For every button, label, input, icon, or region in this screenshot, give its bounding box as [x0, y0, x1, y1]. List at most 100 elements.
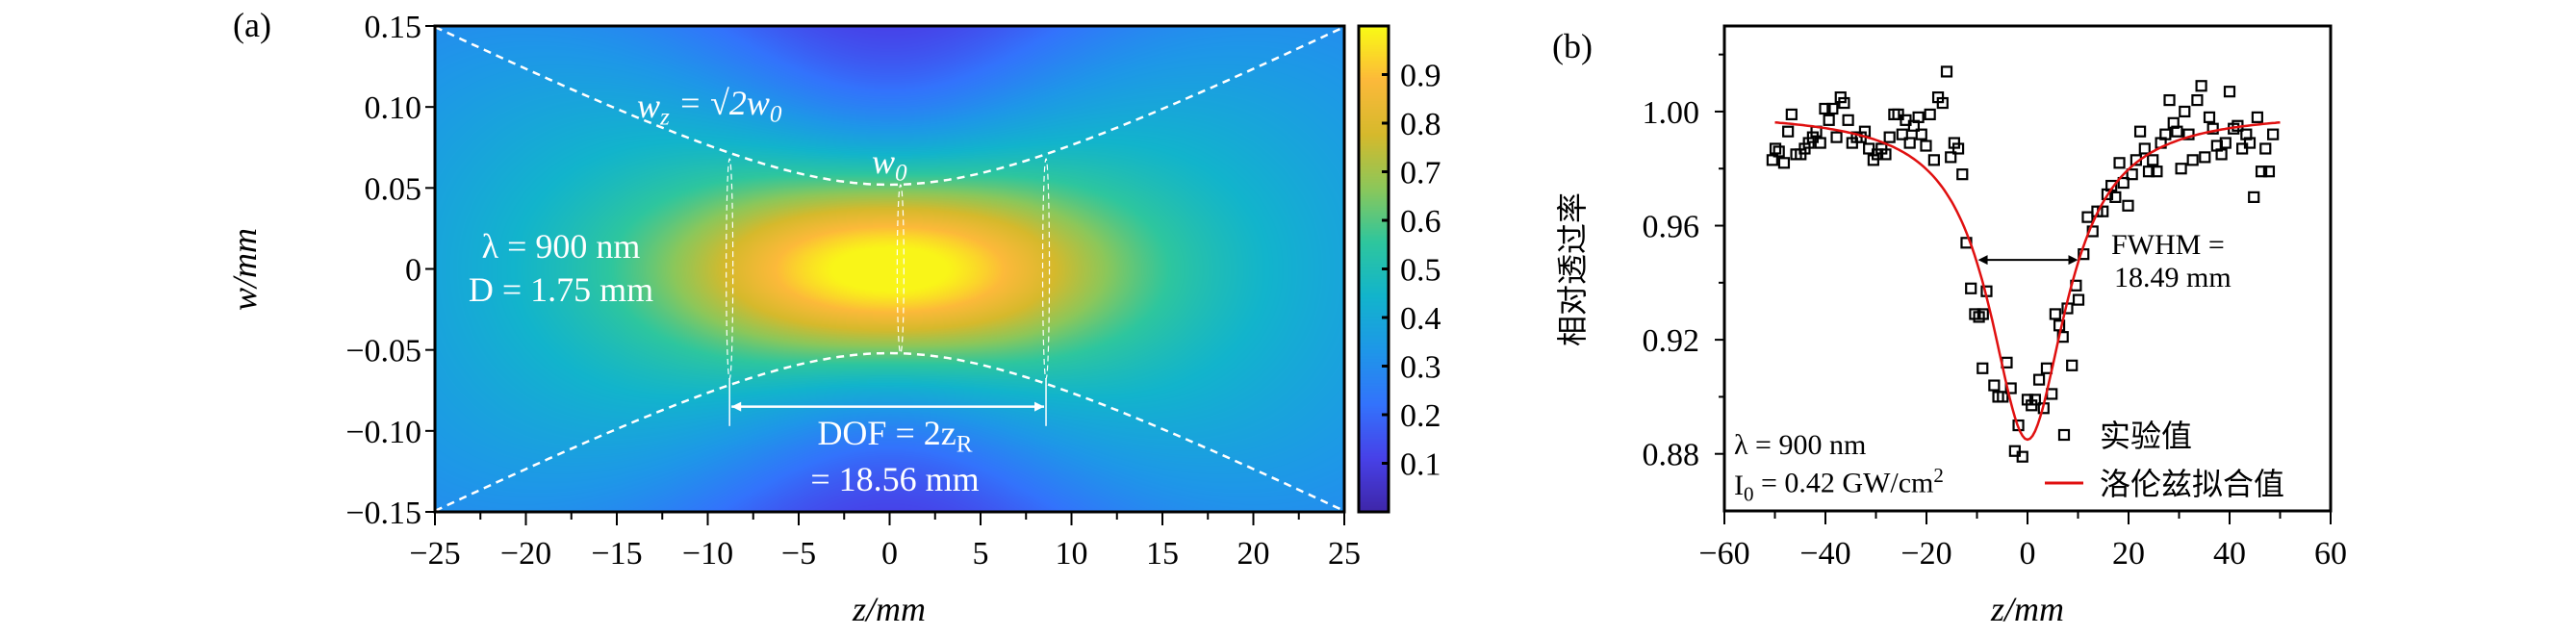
x-tick-label: 0	[2020, 536, 2036, 572]
data-point	[2163, 93, 2176, 107]
data-point	[2072, 293, 2085, 306]
data-point	[1988, 379, 2001, 392]
x-tick-label: 60	[2314, 536, 2347, 572]
data-point	[1842, 114, 1854, 126]
data-point	[1920, 140, 1932, 152]
beam-envelope-lower	[434, 351, 1345, 513]
data-point	[1940, 65, 1953, 78]
data-point	[2032, 373, 2046, 386]
data-point	[2016, 450, 2028, 463]
y-tick-label: 0.10	[365, 90, 422, 126]
y-tick-label: −0.05	[345, 334, 421, 369]
colorbar-tick-label: 0.1	[1400, 447, 1441, 483]
data-point	[1883, 131, 1896, 143]
x-tick-label: 0	[881, 536, 898, 572]
annotation-wz: wz​ = √2w0​	[637, 84, 782, 131]
data-point	[2113, 157, 2126, 169]
y-tick-label: 0.05	[365, 171, 422, 207]
data-point	[2133, 125, 2147, 138]
data-point	[1977, 308, 1989, 320]
legend-label-data: 实验值	[2100, 418, 2192, 454]
data-point	[2142, 165, 2155, 178]
y-tick-label: −0.15	[345, 496, 421, 531]
data-point	[2028, 394, 2041, 406]
annotation-fwhm: FWHM =	[2111, 229, 2225, 261]
data-point	[1777, 157, 1791, 169]
colorbar-tick-label: 0.4	[1400, 301, 1441, 337]
data-point	[1936, 96, 1949, 110]
x-tick-label: 5	[973, 536, 989, 572]
data-point	[2191, 93, 2204, 107]
data-point	[1838, 96, 1850, 110]
data-point	[1997, 391, 2009, 403]
data-point	[2248, 191, 2260, 203]
data-point	[2122, 199, 2134, 212]
data-point	[2182, 128, 2195, 140]
colorbar-tick-label: 0.3	[1400, 350, 1441, 386]
panel-label-b: (b)	[1552, 27, 1593, 65]
data-point	[1924, 108, 1936, 121]
data-point	[1785, 108, 1798, 121]
y-tick-label: 0	[405, 253, 421, 289]
x-tick-label: 40	[2213, 536, 2246, 572]
data-point	[2223, 86, 2236, 98]
data-point	[2259, 142, 2272, 155]
data-point	[1912, 111, 1925, 123]
data-point	[2049, 308, 2061, 320]
x-tick-label: 15	[1146, 536, 1179, 572]
data-point	[1814, 137, 1826, 149]
x-tick-label: −20	[500, 536, 551, 572]
data-point	[2195, 80, 2207, 92]
data-point	[2040, 362, 2053, 374]
beam-envelope-upper	[434, 25, 1345, 187]
data-point	[1769, 142, 1782, 155]
data-point	[1766, 154, 1778, 166]
y-tick-label: 0.15	[365, 10, 422, 45]
data-point	[1977, 362, 1989, 374]
data-point	[2219, 137, 2232, 149]
data-point	[2171, 125, 2183, 138]
x-tick-label: 10	[1056, 536, 1088, 572]
data-point	[2151, 165, 2163, 178]
colorbar-tick-label: 0.2	[1400, 398, 1441, 434]
x-tick-label: −40	[1799, 536, 1850, 572]
y-axis-label-a: w/mm	[225, 228, 264, 311]
panel-label-a: (a)	[233, 6, 271, 44]
data-point	[1773, 145, 1785, 158]
data-point	[2179, 105, 2191, 118]
data-point	[2206, 122, 2219, 135]
y-tick-label: 0.88	[1643, 438, 1700, 473]
legend-marker-data	[2057, 428, 2071, 442]
data-point	[2215, 148, 2228, 161]
x-tick-label: 25	[1328, 536, 1361, 572]
colorbar-tick-label: 0.5	[1400, 253, 1441, 289]
x-axis-label-a: z/mm	[852, 590, 926, 628]
y-tick-label: 0.96	[1643, 210, 1700, 245]
data-point	[2046, 388, 2058, 400]
y-tick-label: 0.92	[1643, 323, 1700, 359]
lorentzian-fit-line	[1774, 120, 2281, 442]
data-point	[1903, 137, 1916, 149]
data-point	[2159, 128, 2172, 140]
data-point	[2126, 168, 2138, 181]
data-point	[2243, 137, 2257, 149]
data-point	[1915, 128, 1927, 140]
data-point	[1965, 282, 1977, 294]
data-point	[2240, 128, 2253, 140]
x-tick-label: 20	[1237, 536, 1270, 572]
data-point	[1782, 125, 1795, 138]
y-axis-label-b: 相对透过率	[1554, 192, 1591, 346]
data-point	[1819, 102, 1831, 115]
data-point	[2175, 163, 2187, 175]
data-point	[2066, 359, 2079, 371]
data-point	[2186, 154, 2199, 166]
colorbar-tick-label: 0.7	[1400, 156, 1441, 191]
data-point	[2167, 116, 2180, 129]
data-point	[2251, 111, 2263, 123]
data-point	[1896, 128, 1908, 140]
data-point	[2004, 382, 2017, 394]
x-tick-label: −25	[409, 536, 460, 572]
data-point	[1951, 142, 1965, 155]
colorbar-tick-label: 0.8	[1400, 107, 1441, 142]
